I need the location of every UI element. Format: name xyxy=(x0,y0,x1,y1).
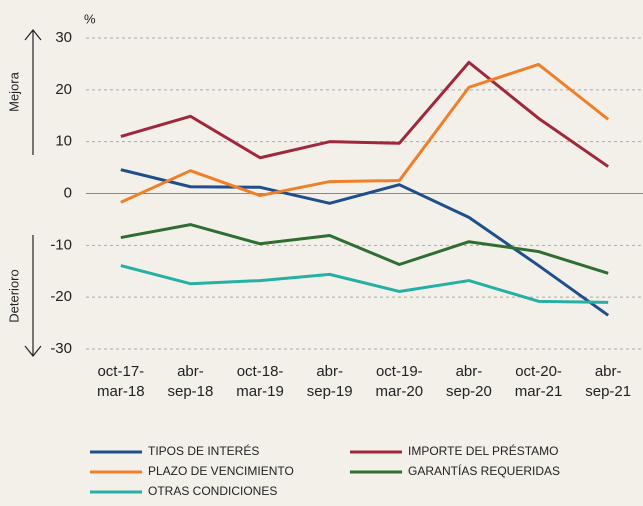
legend-label: TIPOS DE INTERÉS xyxy=(148,443,259,458)
y-tick-label: -20 xyxy=(50,288,72,305)
series-line xyxy=(120,60,610,168)
legend-label: IMPORTE DEL PRÉSTAMO xyxy=(408,443,558,458)
y-tick-label: 30 xyxy=(55,29,72,46)
series-line xyxy=(120,168,610,317)
x-tick-label: abr-sep-21 xyxy=(585,363,631,400)
y-tick-label: 20 xyxy=(55,81,72,98)
y-tick-label: 10 xyxy=(55,133,72,150)
y-tick-label: -30 xyxy=(50,340,72,357)
y-tick-label: 0 xyxy=(64,184,72,201)
x-tick-label: abr-sep-20 xyxy=(446,363,492,400)
legend-label: OTRAS CONDICIONES xyxy=(148,484,277,498)
series-line xyxy=(120,62,610,204)
x-tick-label: oct-20-mar-21 xyxy=(515,363,563,400)
worsen-arrow xyxy=(24,235,42,357)
annotation: Mejora xyxy=(6,71,21,112)
x-tick-label: oct-17-mar-18 xyxy=(97,363,145,400)
x-tick-label: abr-sep-18 xyxy=(168,363,214,400)
y-unit: % xyxy=(84,11,96,26)
improve-arrow xyxy=(24,29,42,155)
x-tick-label: abr-sep-19 xyxy=(307,363,353,400)
x-tick-label: oct-19-mar-20 xyxy=(376,363,424,400)
y-tick-label: -10 xyxy=(50,236,72,253)
legend-label: GARANTÍAS REQUERIDAS xyxy=(408,463,560,478)
x-tick-label: oct-18-mar-19 xyxy=(236,363,284,400)
legend-label: PLAZO DE VENCIMIENTO xyxy=(148,464,294,478)
series-line xyxy=(120,264,609,304)
annotation: Deterioro xyxy=(6,269,21,322)
series-line xyxy=(120,223,609,275)
